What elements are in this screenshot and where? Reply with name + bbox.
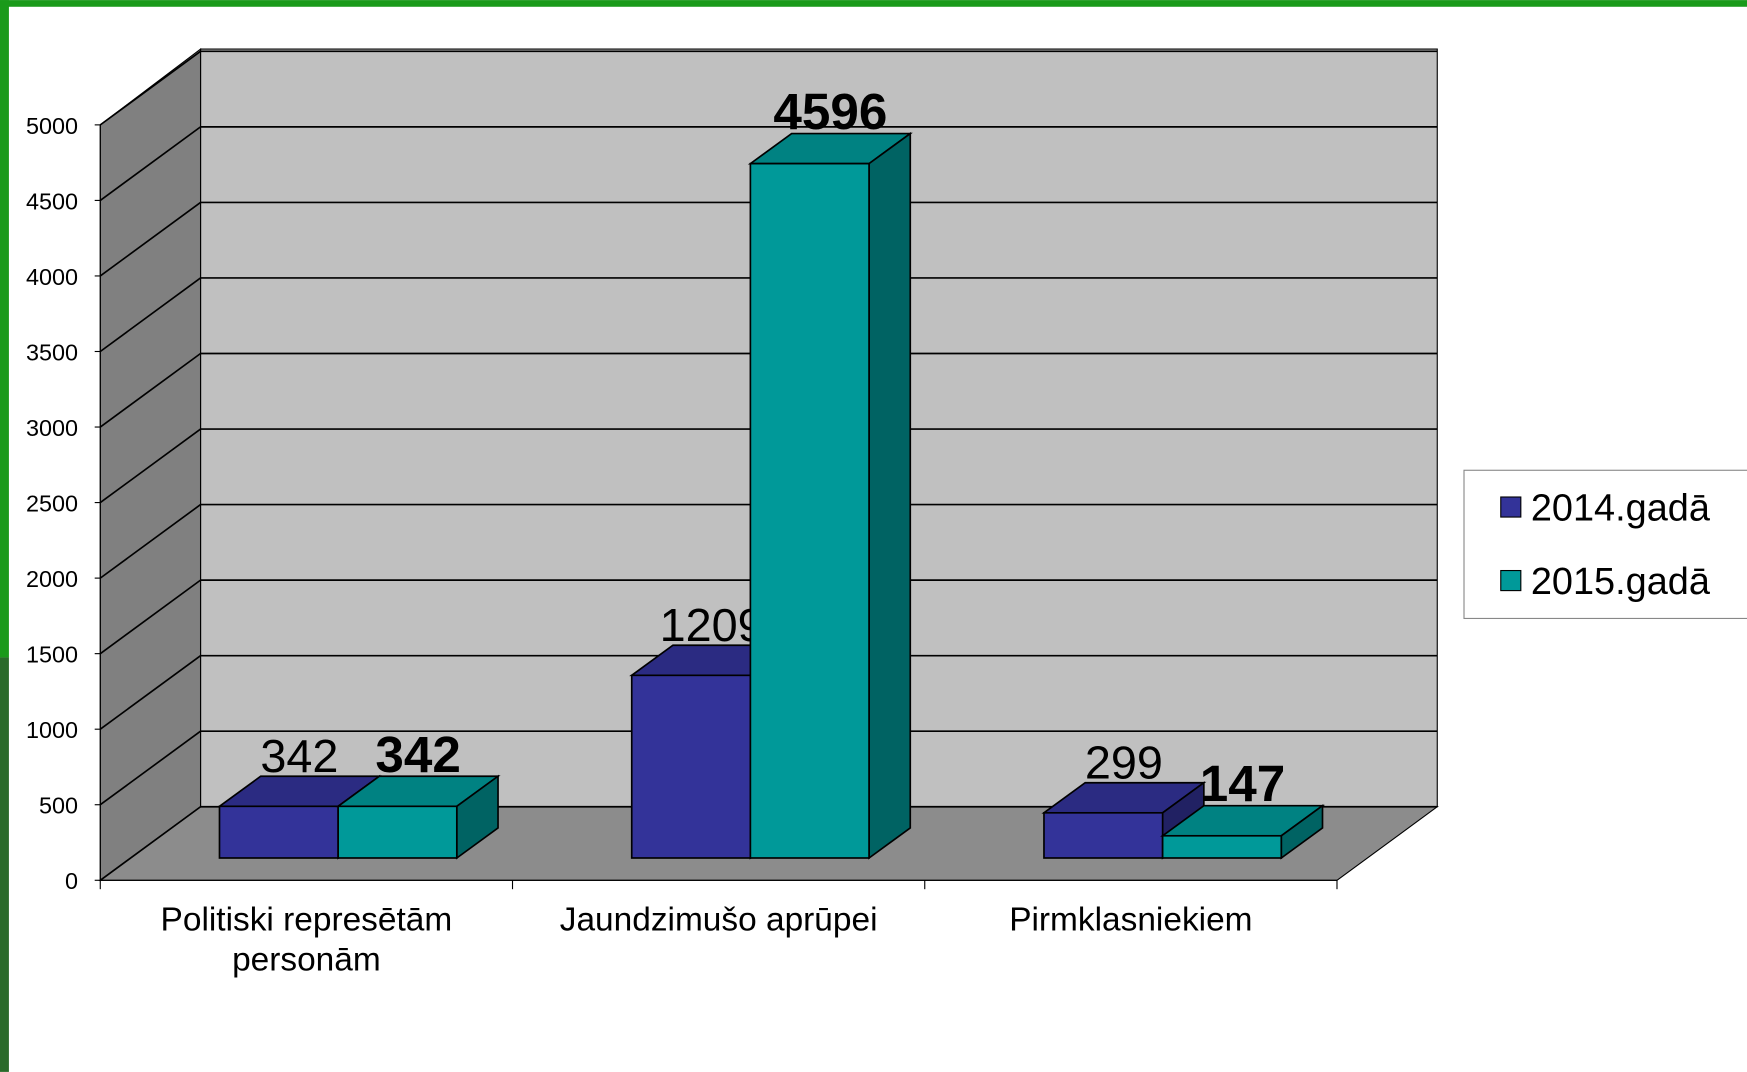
legend-swatch <box>1500 496 1522 518</box>
grid-line <box>99 579 202 655</box>
legend-swatch <box>1500 569 1522 592</box>
grid-line <box>99 730 202 806</box>
frame-top <box>0 0 1747 7</box>
grid-line <box>99 277 202 353</box>
legend-label: 2014.gadā <box>1531 487 1711 529</box>
y-tick-label: 1000 <box>26 717 78 743</box>
y-tick-label: 500 <box>39 793 78 819</box>
bar <box>630 674 752 859</box>
bar <box>749 162 870 859</box>
x-label-box: Politiski represētām personām <box>160 901 453 979</box>
data-label: 147 <box>1200 755 1286 812</box>
bar-side <box>868 131 912 860</box>
y-tick-label: 2000 <box>26 566 78 592</box>
frame-left-lower <box>0 657 9 1072</box>
x-tick-label: Jaundzimušo aprūpei <box>559 901 878 939</box>
data-label: 342 <box>260 730 338 782</box>
grid-line <box>99 126 202 202</box>
x-label-box: Pirmklasniekiem <box>1009 901 1253 939</box>
bar <box>218 805 339 859</box>
y-tick-label: 2500 <box>26 490 78 516</box>
y-tick-label: 0 <box>65 868 78 894</box>
x-label-box: Jaundzimušo aprūpei <box>559 901 878 939</box>
x-tick-label: Politiski represētām personām <box>160 901 453 979</box>
y-tick-label: 5000 <box>26 113 78 139</box>
frame-left <box>0 0 9 658</box>
grid-line <box>99 352 202 428</box>
grid-line <box>99 503 202 579</box>
y-tick-label: 4500 <box>26 188 78 214</box>
x-tick-label: Pirmklasniekiem <box>1009 901 1253 939</box>
data-label: 342 <box>375 726 461 783</box>
bar <box>1043 811 1164 859</box>
grid-line <box>99 654 202 730</box>
side-wall <box>99 47 202 882</box>
y-tick-label: 3500 <box>26 339 78 365</box>
grid-line <box>99 50 202 126</box>
bar <box>337 805 458 859</box>
data-label: 299 <box>1085 736 1163 788</box>
grid-line <box>99 201 202 277</box>
y-tick-label: 3000 <box>26 415 78 441</box>
bar <box>1161 834 1283 859</box>
data-label: 1209 <box>660 599 764 651</box>
grid-line <box>99 428 202 504</box>
legend-label: 2015.gadā <box>1531 561 1711 603</box>
legend <box>1463 469 1747 620</box>
data-label: 4596 <box>773 83 887 140</box>
y-tick-label: 4000 <box>26 264 78 290</box>
y-tick-label: 1500 <box>26 642 78 668</box>
grid-line <box>99 806 202 881</box>
